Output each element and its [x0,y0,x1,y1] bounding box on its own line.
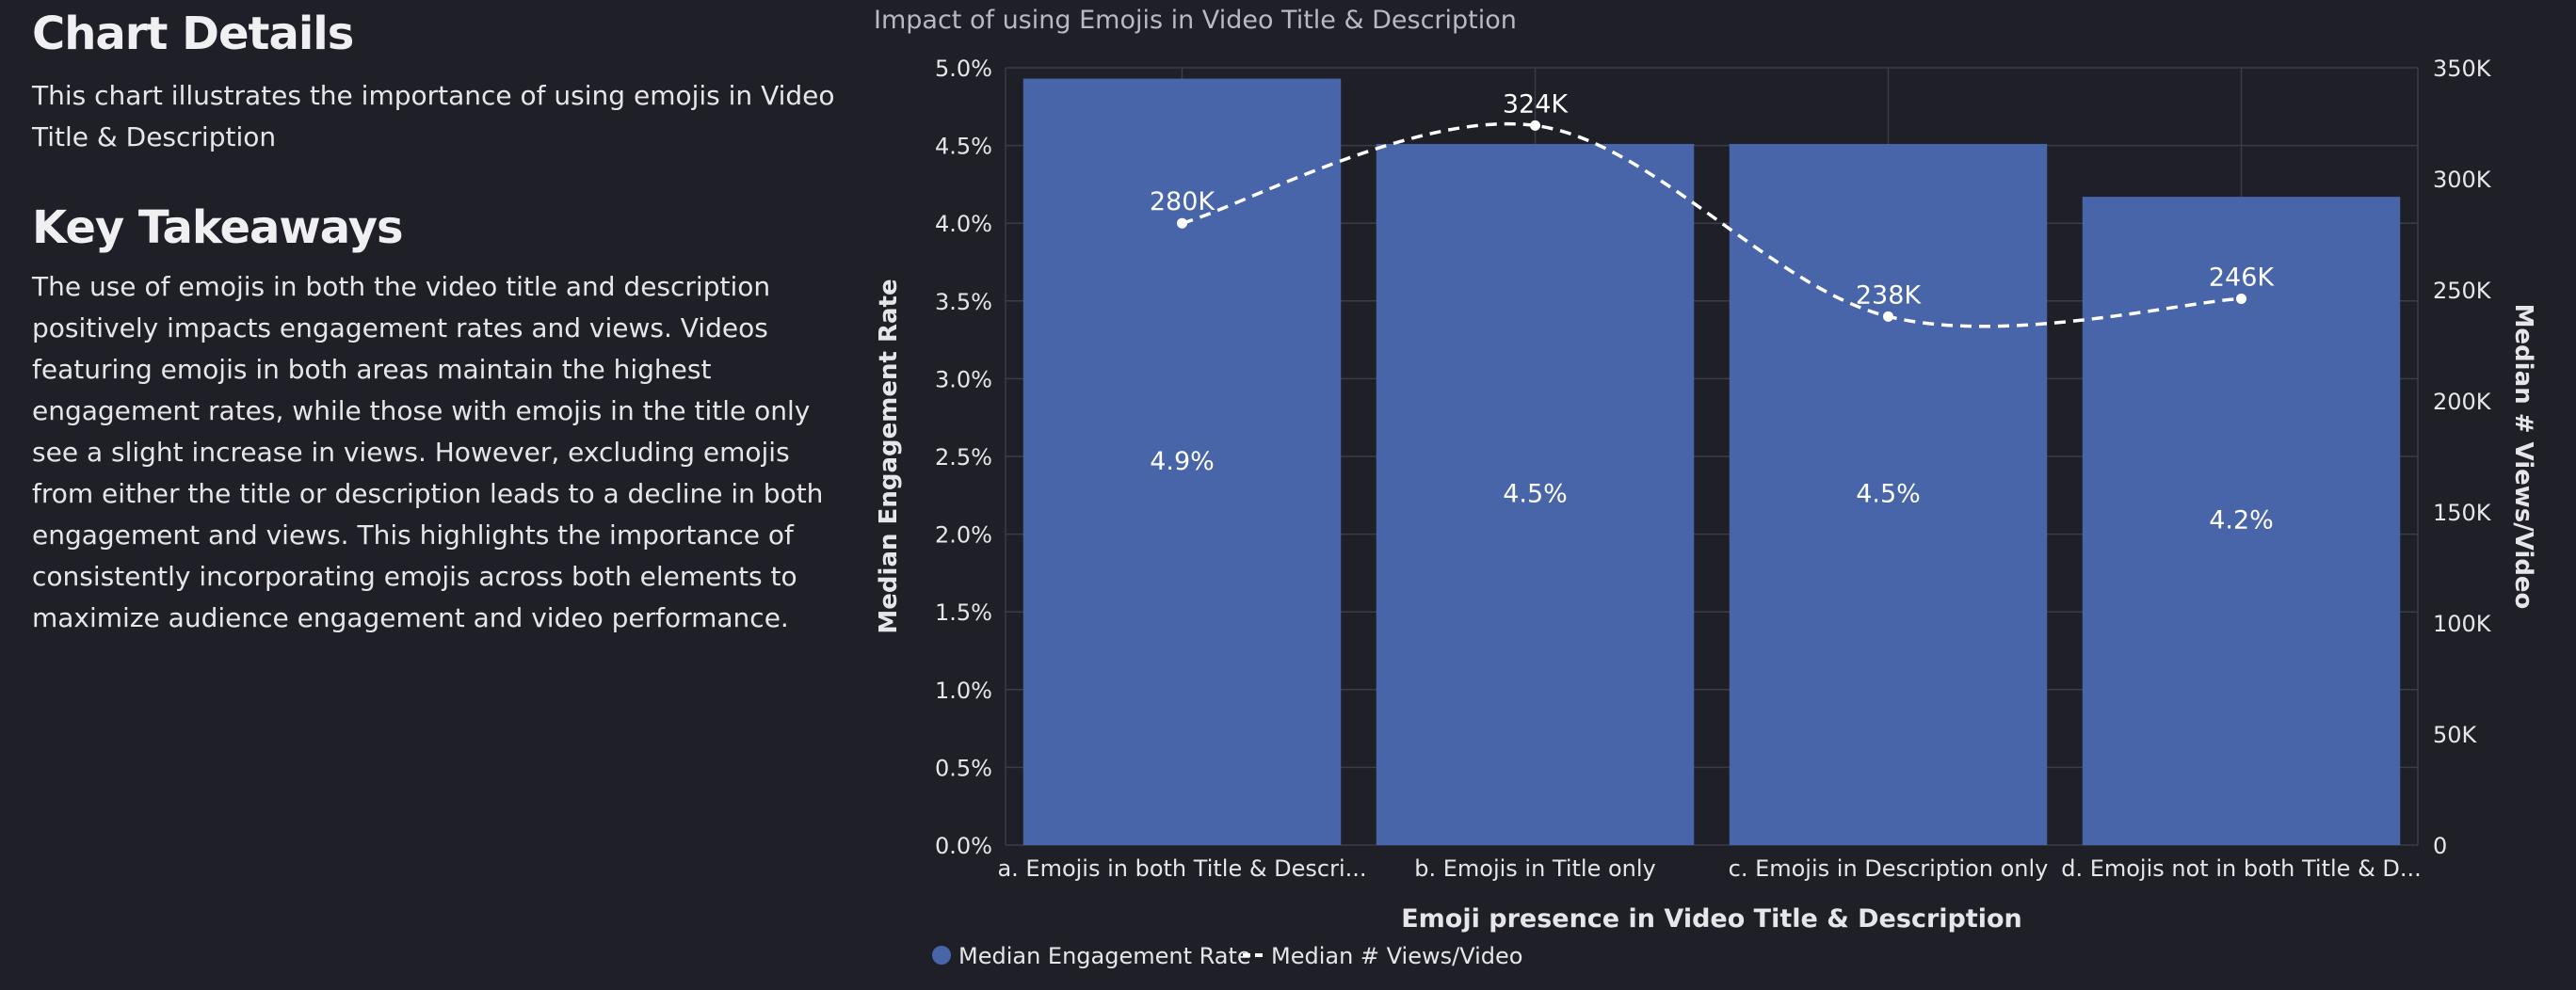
views-value-label: 324K [1503,89,1570,119]
chart-description: This chart illustrates the importance of… [32,79,835,152]
views-point [1177,217,1187,229]
y2-tick-label: 50K [2433,722,2478,748]
bar-2 [1376,143,1695,845]
combo-chart: Impact of using Emojis in Video Title & … [874,6,2537,969]
x-axis-title: Emoji presence in Video Title & Descript… [1401,904,2022,934]
y-tick-label: 3.5% [935,289,992,315]
bar-3 [1729,143,2048,845]
chart-details-panel: Chart Details This chart illustrates the… [32,8,842,639]
x-tick-label: a. Emojis in both Title & Descri... [997,855,1366,882]
y-tick-label: 0.0% [935,833,992,859]
bar-value-label: 4.2% [2209,506,2274,535]
bar-1 [1022,78,1342,845]
y-axis-title: Median Engagement Rate [875,279,903,633]
legend-bar-swatch [932,946,951,965]
bar-value-label: 4.5% [1856,479,1921,508]
y2-tick-label: 300K [2433,167,2492,193]
x-tick-label: b. Emojis in Title only [1414,855,1656,882]
views-value-label: 246K [2209,263,2276,292]
bar-4 [2082,197,2401,846]
views-line [1182,121,2242,328]
y2-tick-label: 350K [2433,56,2492,82]
y-tick-label: 3.0% [935,366,992,392]
y-tick-label: 0.5% [935,755,992,781]
y-tick-label: 1.0% [935,678,992,704]
y-tick-label: 2.0% [935,522,992,549]
y-tick-label: 1.5% [935,599,992,626]
views-value-label: 280K [1150,187,1216,216]
bar-value-label: 4.9% [1150,447,1215,476]
y2-tick-label: 0 [2433,833,2447,859]
legend-line-label: Median # Views/Video [1271,943,1522,969]
y2-tick-label: 200K [2433,389,2492,415]
chart-details-heading: Chart Details [32,8,354,60]
y-tick-label: 2.5% [935,444,992,471]
key-takeaways-heading: Key Takeaways [32,200,404,254]
bar-value-label: 4.5% [1503,479,1568,508]
legend-bar-label: Median Engagement Rate [958,943,1251,969]
y2-tick-label: 150K [2433,500,2492,526]
views-value-label: 238K [1856,280,1923,310]
views-point [1530,120,1540,131]
y2-tick-label: 100K [2433,611,2492,637]
key-takeaways-text: The use of emojis in both the video titl… [32,271,824,634]
y-tick-label: 5.0% [935,56,992,82]
views-point [1883,311,1893,322]
x-tick-label: d. Emojis not in both Title & D... [2061,855,2422,882]
y2-tick-label: 250K [2433,278,2492,304]
views-point [2236,293,2246,304]
y-tick-label: 4.0% [935,211,992,237]
chart-title: Impact of using Emojis in Video Title & … [874,6,1517,35]
x-tick-label: c. Emojis in Description only [1729,855,2049,882]
y2-axis-title: Median # Views/Video [2509,304,2537,610]
chart-container: Impact of using Emojis in Video Title & … [847,0,2576,986]
y-tick-label: 4.5% [935,134,992,160]
